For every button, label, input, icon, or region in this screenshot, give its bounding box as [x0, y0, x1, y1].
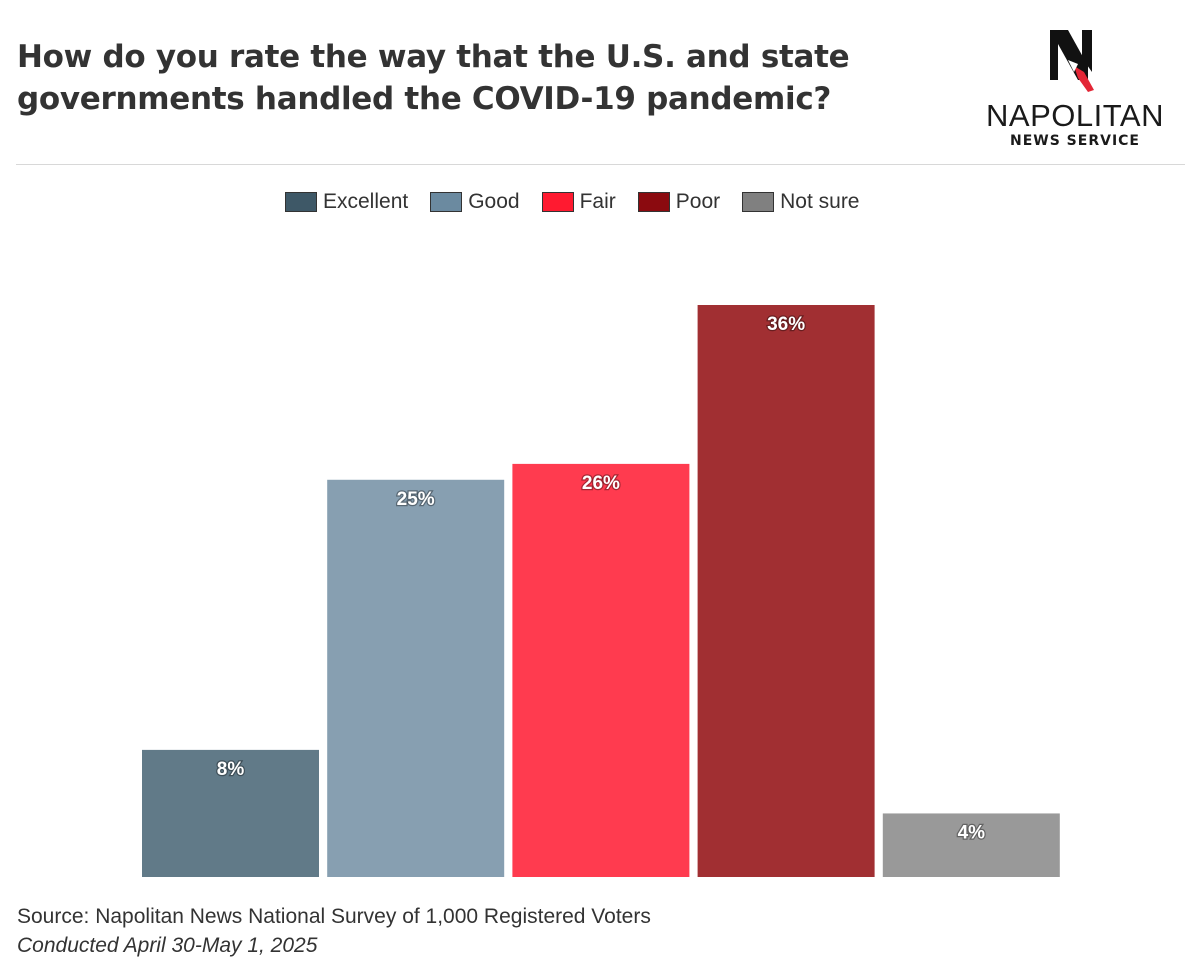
napolitan-logo: NAPOLITAN NEWS SERVICE [968, 28, 1182, 152]
source-note: Source: Napolitan News National Survey o… [17, 905, 651, 928]
bar-good [327, 479, 505, 877]
legend-swatch [637, 192, 670, 212]
bar-excellent [142, 749, 319, 877]
legend-item-excellent: Excellent [285, 190, 408, 214]
chart-title: How do you rate the way that the U.S. an… [17, 36, 897, 120]
bar-poor [697, 305, 875, 877]
chart-title-line-1: How do you rate the way that the U.S. an… [17, 39, 850, 75]
chart-title-line-2: governments handled the COVID-19 pandemi… [17, 81, 832, 117]
legend-label: Not sure [780, 190, 860, 213]
bar-fair [512, 463, 690, 877]
napolitan-eagle-n-icon [1050, 30, 1094, 92]
logo-subtitle: NEWS SERVICE [1010, 133, 1140, 149]
legend-label: Fair [579, 190, 616, 213]
legend-swatch [541, 192, 574, 212]
legend-label: Poor [675, 190, 721, 213]
legend-item-poor: Poor [637, 190, 721, 214]
legend-swatch [742, 192, 775, 212]
bar-not-sure [882, 813, 1060, 877]
logo-wordmark: NAPOLITAN [986, 98, 1164, 133]
chart-legend: Excellent Good Fair Poor Not sure [285, 188, 860, 216]
header-divider [16, 164, 1185, 165]
legend-item-fair: Fair [541, 190, 616, 214]
legend-item-not-sure: Not sure [742, 190, 860, 214]
conducted-date-note: Conducted April 30-May 1, 2025 [17, 934, 318, 957]
legend-swatch [285, 192, 317, 212]
legend-item-good: Good [430, 190, 520, 214]
legend-label: Good [468, 190, 520, 213]
legend-label: Excellent [323, 190, 409, 213]
legend-swatch [430, 192, 463, 212]
